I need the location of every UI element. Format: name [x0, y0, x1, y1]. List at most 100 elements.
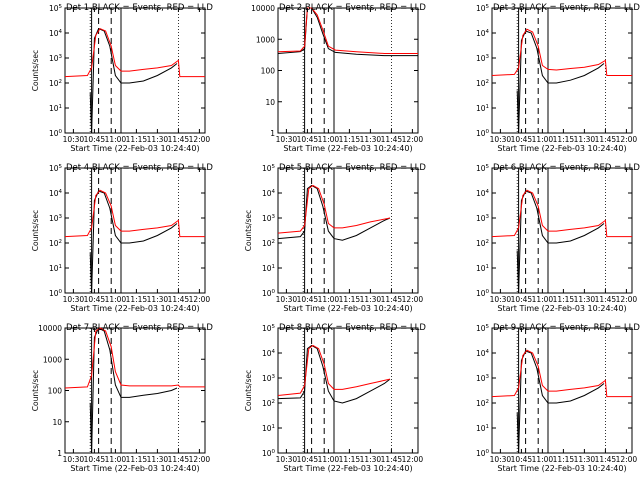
y-tick-label: 100	[476, 449, 490, 458]
plot-frame	[277, 167, 419, 294]
x-tick-label: 11:00	[318, 455, 340, 464]
y-tick-label: 1000	[256, 35, 275, 44]
series-line-lld	[277, 344, 391, 396]
y-tick-exponent: 1	[272, 424, 276, 430]
y-tick-exponent: 2	[272, 239, 276, 245]
y-tick-label: 100	[262, 449, 276, 458]
y-tick-label: 104	[49, 189, 63, 198]
y-tick-exponent: 3	[486, 374, 490, 380]
y-tick-label: 101	[476, 104, 489, 113]
y-tick-exponent: 5	[272, 164, 276, 170]
x-tick-label: 10:30	[276, 295, 298, 304]
series-line-lld	[491, 28, 632, 76]
x-tick-label: 12:00	[189, 295, 211, 304]
x-tick-label: 10:45	[511, 295, 533, 304]
y-tick-exponent: 4	[272, 349, 276, 355]
panel-title: Det 9 BLACK = Events, RED = LLD	[493, 323, 640, 333]
x-tick-label: 11:30	[574, 295, 596, 304]
series-line-events	[89, 190, 178, 294]
y-tick-exponent: 5	[486, 324, 490, 330]
y-tick-exponent: 2	[486, 399, 490, 405]
series-line-events	[516, 190, 605, 294]
series-line-lld	[64, 27, 205, 78]
x-tick-label: 11:00	[318, 295, 340, 304]
x-tick-label: 10:45	[511, 135, 533, 144]
y-tick-exponent: 2	[59, 79, 63, 85]
plot-frame	[277, 7, 419, 134]
x-tick-label: 11:15	[553, 135, 575, 144]
x-tick-label: 12:00	[402, 295, 424, 304]
y-tick-label: 100	[476, 129, 490, 138]
x-tick-label: 11:45	[168, 295, 190, 304]
x-tick-label: 11:15	[339, 135, 361, 144]
x-tick-label: 11:15	[553, 295, 575, 304]
x-axis-label: Start Time (22-Feb-03 10:24:40)	[497, 144, 626, 153]
x-tick-label: 12:00	[402, 135, 424, 144]
y-tick-label: 104	[476, 349, 490, 358]
y-tick-exponent: 1	[486, 264, 490, 270]
y-tick-label: 102	[262, 239, 275, 248]
y-tick-label: 10	[52, 418, 62, 427]
x-tick-label: 10:30	[63, 455, 85, 464]
y-tick-label: 100	[476, 289, 490, 298]
x-tick-label: 10:45	[297, 295, 319, 304]
y-tick-exponent: 4	[59, 189, 63, 195]
x-tick-label: 10:45	[511, 455, 533, 464]
y-tick-exponent: 5	[272, 324, 276, 330]
panel-title: Det 2 BLACK = Events, RED = LLD	[279, 3, 426, 13]
y-tick-label: 105	[476, 324, 490, 333]
x-tick-label: 11:15	[126, 295, 148, 304]
y-tick-exponent: 1	[59, 104, 63, 110]
y-tick-exponent: 0	[272, 449, 276, 455]
y-tick-exponent: 5	[486, 4, 490, 10]
x-axis-label: Start Time (22-Feb-03 10:24:40)	[283, 304, 412, 313]
y-tick-exponent: 5	[59, 4, 63, 10]
y-tick-label: 104	[476, 29, 490, 38]
panel-title: Det 3 BLACK = Events, RED = LLD	[493, 3, 640, 13]
x-tick-label: 11:30	[574, 135, 596, 144]
x-tick-label: 12:00	[189, 455, 211, 464]
panel-title: Det 5 BLACK = Events, RED = LLD	[279, 163, 426, 173]
y-tick-exponent: 2	[486, 79, 490, 85]
x-axis-label: Start Time (22-Feb-03 10:24:40)	[497, 464, 626, 473]
y-tick-exponent: 1	[486, 424, 490, 430]
x-tick-label: 11:45	[595, 455, 617, 464]
x-tick-label: 10:45	[297, 455, 319, 464]
plot-frame	[491, 7, 633, 134]
x-tick-label: 11:00	[532, 295, 554, 304]
series-line-events	[89, 327, 178, 454]
x-tick-label: 11:15	[126, 455, 148, 464]
x-tick-label: 12:00	[616, 455, 638, 464]
y-tick-label: 105	[49, 4, 63, 13]
y-tick-label: 102	[476, 399, 489, 408]
panel-title: Det 6 BLACK = Events, RED = LLD	[493, 163, 640, 173]
y-tick-exponent: 3	[486, 214, 490, 220]
x-tick-label: 11:30	[360, 135, 382, 144]
y-axis-label: Counts/sec	[31, 210, 40, 251]
plot-frame	[64, 7, 206, 134]
y-tick-label: 101	[262, 424, 275, 433]
x-tick-label: 11:30	[360, 295, 382, 304]
y-tick-label: 10000	[38, 324, 62, 333]
y-tick-exponent: 4	[59, 29, 63, 35]
y-tick-label: 1	[270, 129, 275, 138]
x-tick-label: 11:45	[595, 295, 617, 304]
x-tick-label: 11:45	[381, 135, 403, 144]
y-tick-label: 105	[262, 324, 276, 333]
plot-frame	[491, 167, 633, 294]
x-tick-label: 10:30	[490, 295, 512, 304]
x-tick-label: 11:00	[105, 455, 127, 464]
series-line-lld	[64, 189, 205, 238]
y-tick-label: 1	[57, 449, 62, 458]
panel-det-2: 1 10 100 1000 10000 10:30 10:45 11:00 11:15 11:30…	[251, 3, 426, 153]
x-tick-label: 11:00	[105, 135, 127, 144]
y-tick-exponent: 4	[486, 349, 490, 355]
y-tick-exponent: 0	[486, 289, 490, 295]
y-axis-label: Counts/sec	[244, 210, 253, 251]
y-tick-label: 101	[49, 104, 62, 113]
x-tick-label: 10:45	[84, 295, 106, 304]
y-tick-exponent: 0	[59, 289, 63, 295]
series-line-lld	[277, 7, 418, 54]
